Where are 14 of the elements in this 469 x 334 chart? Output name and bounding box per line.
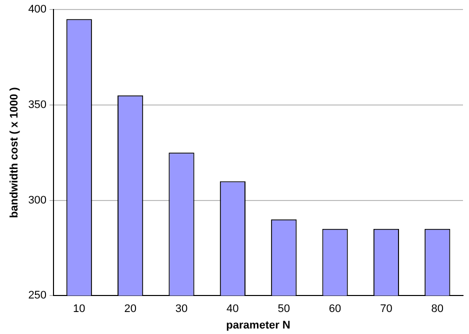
x-axis-title: parameter N bbox=[226, 319, 290, 332]
x-tick-label: 40 bbox=[226, 303, 239, 316]
x-tick-label: 50 bbox=[278, 303, 290, 316]
y-tick-label: 400 bbox=[28, 4, 47, 16]
y-tick-label: 250 bbox=[28, 290, 47, 302]
x-tick-label: 80 bbox=[431, 303, 444, 316]
x-tick-label: 30 bbox=[175, 303, 188, 316]
y-tick-label: 300 bbox=[28, 194, 47, 206]
x-tick-label: 70 bbox=[380, 303, 392, 316]
x-tick-label: 60 bbox=[328, 303, 342, 316]
y-tick-label: 350 bbox=[28, 98, 47, 111]
x-tick-label: 20 bbox=[124, 303, 136, 316]
x-tick-label: 10 bbox=[73, 303, 86, 316]
y-axis-title: bandwidth cost ( x 1000 ) bbox=[8, 86, 21, 218]
